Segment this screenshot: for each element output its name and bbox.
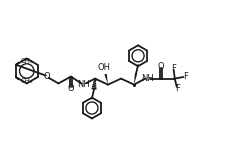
Text: F: F: [183, 72, 188, 81]
Text: OH: OH: [98, 63, 111, 72]
Text: F: F: [171, 64, 176, 73]
Polygon shape: [104, 74, 108, 85]
Text: O: O: [44, 72, 51, 81]
Polygon shape: [134, 73, 137, 85]
Text: CH₃: CH₃: [20, 78, 33, 84]
Text: CH₃: CH₃: [20, 58, 33, 64]
Text: F: F: [175, 84, 180, 93]
Text: O: O: [158, 62, 164, 71]
Text: O: O: [68, 84, 74, 93]
Text: NH: NH: [141, 74, 154, 83]
Text: NH: NH: [77, 80, 90, 88]
